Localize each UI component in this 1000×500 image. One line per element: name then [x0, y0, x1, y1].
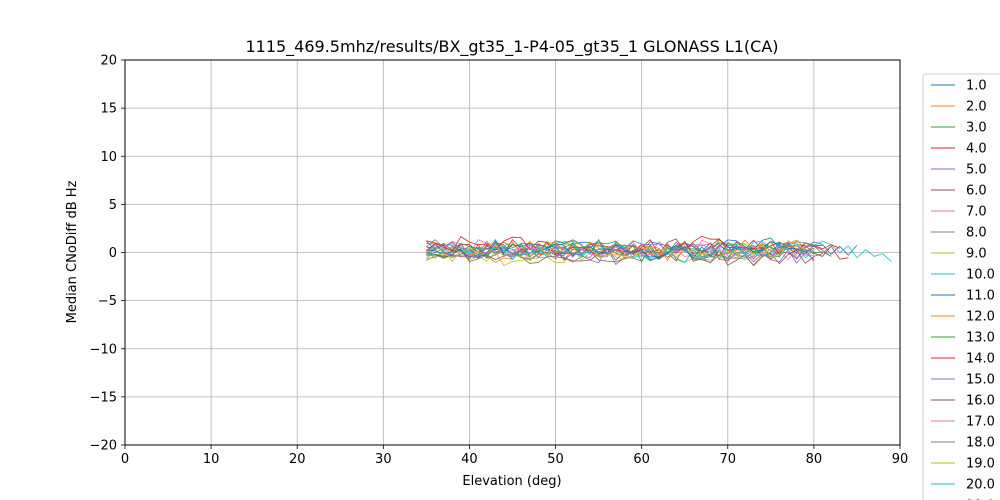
series-lines: [426, 235, 892, 267]
y-tick-label: −20: [90, 439, 117, 454]
y-tick-label: 5: [109, 198, 117, 213]
x-tick-label: 60: [633, 452, 650, 467]
chart-title: 1115_469.5mhz/results/BX_gt35_1-P4-05_gt…: [245, 37, 778, 57]
series-line: [426, 241, 815, 261]
x-tick-label: 80: [806, 452, 823, 467]
x-axis-label: Elevation (deg): [462, 474, 561, 489]
legend-label: 13.0: [966, 331, 995, 346]
x-tick-label: 30: [375, 452, 392, 467]
y-axis-ticks: 20 15 10 5 0 −5 −10 −15 −20: [90, 54, 125, 454]
legend-label: 17.0: [966, 415, 995, 430]
x-tick-label: 10: [203, 452, 220, 467]
y-tick-label: 0: [109, 246, 117, 261]
legend-label: 6.0: [966, 184, 987, 199]
legend-label: 7.0: [966, 205, 987, 220]
legend-label: 16.0: [966, 394, 995, 409]
legend-label: 12.0: [966, 310, 995, 325]
y-tick-label: 15: [100, 102, 117, 117]
legend-label: 20.0: [966, 478, 995, 493]
legend-label: 1.0: [966, 79, 987, 94]
x-tick-label: 50: [547, 452, 564, 467]
legend-label: 18.0: [966, 436, 995, 451]
x-tick-label: 90: [892, 452, 909, 467]
legend: 1.0 2.0 3.0 4.0 5.0 6.0 7.0 8.0 9.0 10.0 11.0 12.0 1…: [922, 73, 1000, 500]
series-line: [426, 240, 806, 262]
y-tick-label: −10: [90, 342, 117, 357]
x-tick-label: 70: [720, 452, 737, 467]
x-tick-label: 0: [121, 452, 129, 467]
legend-label: 8.0: [966, 226, 987, 241]
y-tick-label: 20: [100, 54, 117, 69]
legend-label: 10.0: [966, 268, 995, 283]
legend-label: 14.0: [966, 352, 995, 367]
y-tick-label: −5: [98, 294, 117, 309]
x-tick-label: 40: [461, 452, 478, 467]
legend-label: 4.0: [966, 142, 987, 157]
series-line: [426, 245, 823, 267]
legend-label: 15.0: [966, 373, 995, 388]
legend-label: 5.0: [966, 163, 987, 178]
x-axis-ticks: 0 10 20 30 40 50 60 70 80 90: [121, 445, 908, 467]
y-tick-label: 10: [100, 150, 117, 165]
legend-label: 3.0: [966, 121, 987, 136]
legend-label: 19.0: [966, 457, 995, 472]
legend-label: 11.0: [966, 289, 995, 304]
legend-label: 2.0: [966, 100, 987, 115]
legend-label: 21.0: [966, 499, 995, 500]
x-tick-label: 20: [289, 452, 306, 467]
y-axis-label: Median CNoDiff dB Hz: [65, 180, 80, 323]
series-line: [426, 238, 815, 261]
y-tick-label: −15: [90, 390, 117, 405]
legend-label: 9.0: [966, 247, 987, 262]
legend-box: [922, 73, 1000, 500]
